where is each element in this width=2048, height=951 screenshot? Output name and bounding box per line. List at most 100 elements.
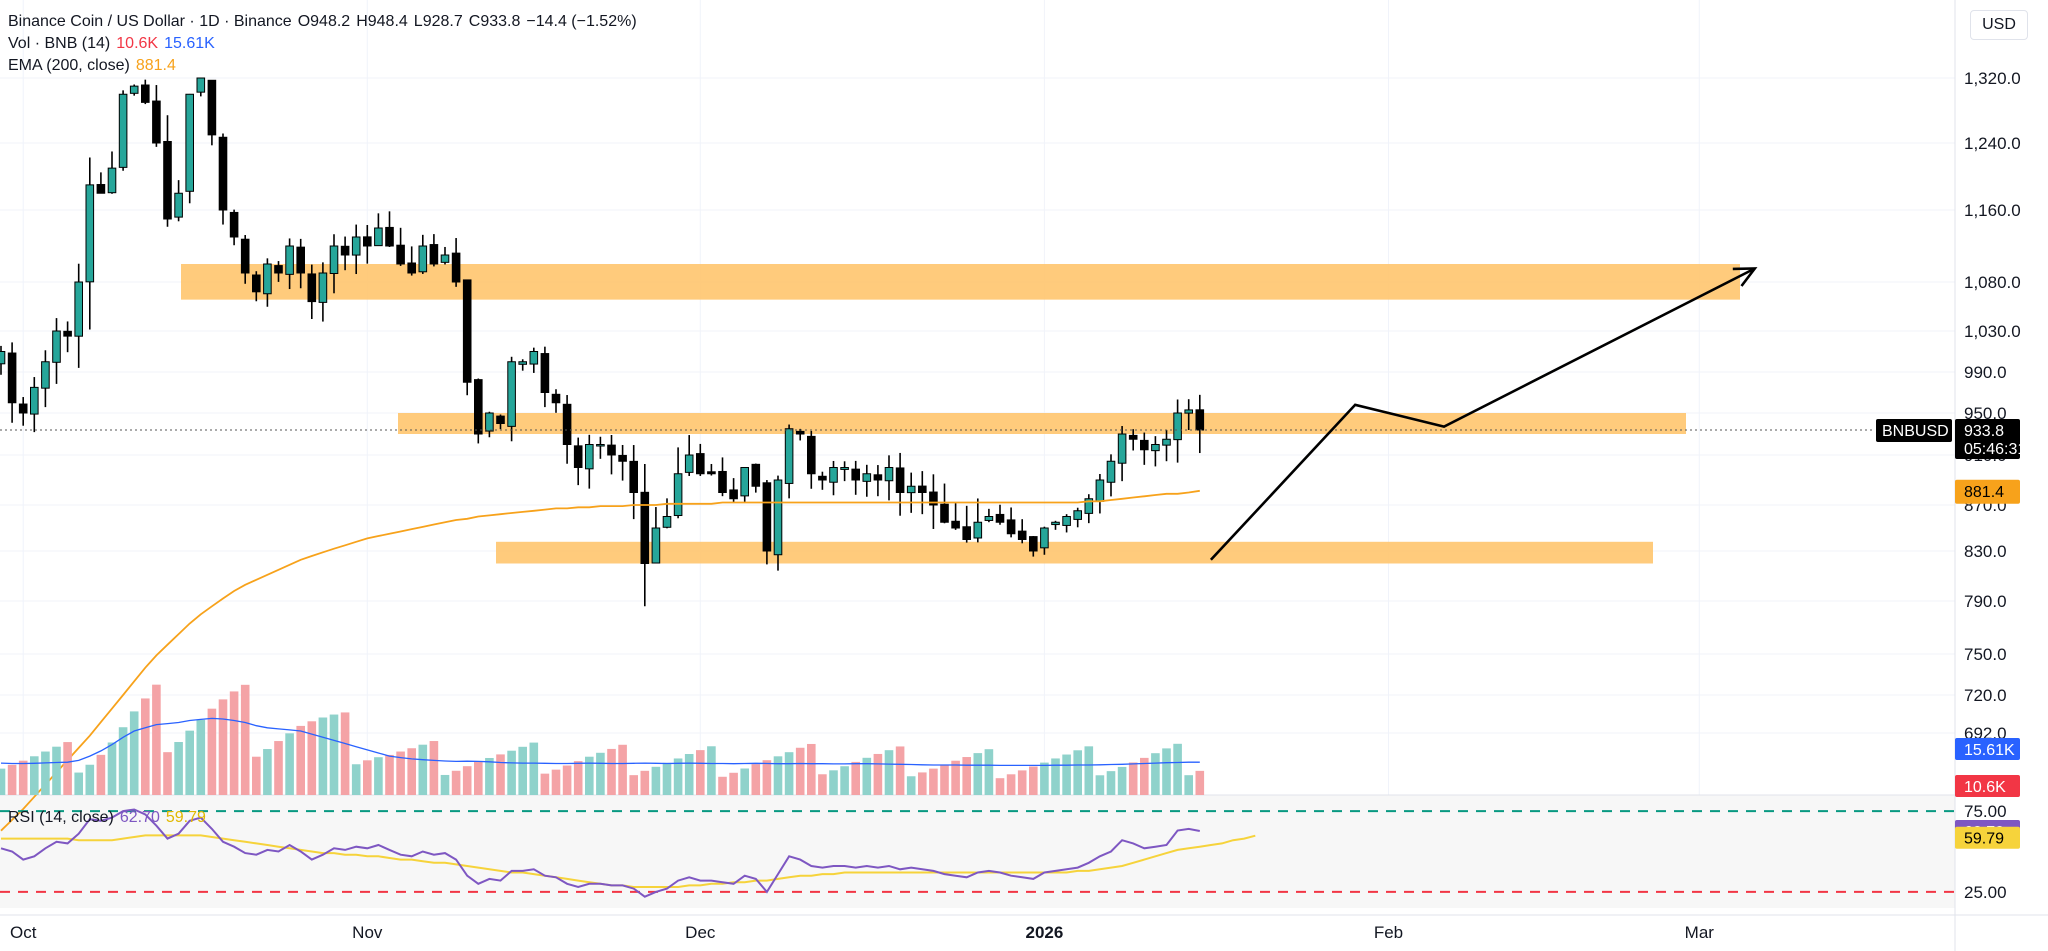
volume-bar (807, 743, 816, 795)
volume-bar (1073, 750, 1082, 795)
volume-bar (30, 756, 39, 795)
candle-body (784, 428, 794, 484)
candle-body (318, 272, 328, 303)
volume-bar (1128, 762, 1138, 795)
candle-body (41, 361, 50, 389)
volume-bar (329, 714, 339, 795)
candle-body (585, 444, 594, 470)
volume-bar (7, 764, 17, 795)
candle-body (918, 485, 927, 493)
volume-bar (429, 741, 439, 795)
change-value: −14.4 (−1.52%) (526, 13, 637, 30)
time-axis-label: Mar (1685, 923, 1715, 942)
open-label: O (297, 13, 311, 30)
candle-body (829, 467, 838, 483)
volume-bar (929, 768, 938, 795)
candle-body (1095, 479, 1105, 502)
volume-bar (1095, 775, 1105, 795)
volume-bar (829, 770, 838, 795)
candle-body (540, 353, 550, 394)
volume-bar (729, 772, 738, 795)
currency-selector[interactable]: USD (1970, 10, 2028, 40)
volume-bar (618, 744, 627, 795)
candle-body (562, 403, 572, 445)
rsi-axis-label: 75.00 (1964, 802, 2007, 821)
volume-bar (440, 774, 450, 795)
open-value: 948.2 (310, 13, 351, 30)
candle-body (906, 485, 916, 494)
volume-bar (1029, 766, 1038, 795)
volume-bar (607, 748, 616, 795)
volume-bar (696, 750, 705, 795)
symbol-title[interactable]: Binance Coin / US Dollar · 1D · Binance (8, 13, 292, 30)
candle-body (30, 386, 39, 415)
volume-bar (0, 768, 6, 795)
volume-bar (396, 751, 405, 795)
volume-ma-line (0, 717, 1200, 767)
volume-bar (951, 760, 960, 795)
candle-body (496, 415, 505, 425)
price-badge-text: 05:46:31 (1964, 441, 2026, 458)
symbol-badge-bg (1876, 419, 1952, 443)
price-badge-text: 933.8 (1964, 423, 2004, 440)
volume-bar (629, 775, 638, 795)
volume-ma-badge-text: 15.61K (1964, 742, 2015, 759)
candle-body (429, 244, 439, 265)
volume-bar (163, 752, 172, 795)
rsi-ma-badge: 59.79 (1955, 826, 2020, 849)
candle-body (118, 93, 128, 168)
candle-body (962, 526, 972, 540)
price-axis-label: 1,240.0 (1964, 134, 2021, 153)
volume-bar (1151, 753, 1160, 795)
candles (0, 77, 1205, 607)
candle-body (751, 463, 761, 487)
price-axis-label: 720.0 (1964, 686, 2007, 705)
close-value: 933.8 (480, 13, 521, 30)
candle-body (0, 351, 6, 365)
candle-body (1162, 438, 1171, 446)
rsi-legend[interactable]: RSI (14, close) 62.70 59.79 (8, 808, 212, 828)
candle-body (1062, 516, 1071, 526)
candle-body (263, 263, 272, 295)
volume-bar (551, 769, 561, 795)
candle-body (18, 403, 28, 414)
volume-bar (718, 776, 727, 795)
high-value: 948.4 (367, 13, 408, 30)
volume-bar (840, 766, 849, 795)
ema-line (0, 489, 1200, 832)
symbol-badge-text: BNBUSD (1882, 423, 1949, 440)
ema-badge: 881.4 (1955, 479, 2020, 504)
projection-arrowhead (1732, 267, 1758, 287)
candle-body (1173, 412, 1182, 441)
candle-body (218, 136, 228, 211)
volume-bar (240, 684, 250, 795)
candle-body (762, 482, 772, 552)
candle-body (1151, 444, 1160, 452)
candle-body (1128, 434, 1138, 440)
volume-bar (307, 721, 317, 795)
candle-body (1040, 527, 1049, 549)
volume-legend[interactable]: Vol · BNB (14) 10.6K 15.61K (8, 34, 221, 54)
price-axis-label: 830.0 (1964, 542, 2007, 561)
candle-body (96, 184, 106, 194)
volume-badge: 10.6K (1955, 775, 2020, 797)
ema-label: EMA (200, close) (8, 57, 130, 74)
candle-body (995, 513, 1005, 523)
candle-body (7, 352, 17, 404)
time-axis-label: Feb (1374, 923, 1403, 942)
volume-bar (507, 750, 516, 795)
candle-body (973, 521, 983, 539)
volume-badge-bg (1955, 775, 2020, 797)
volume-bar (762, 760, 772, 795)
volume-bar (1162, 748, 1171, 795)
candle-body (1184, 409, 1194, 414)
volume-bar (129, 711, 139, 795)
candle-body (618, 454, 627, 462)
ema-legend[interactable]: EMA (200, close) 881.4 (8, 56, 182, 76)
candle-body (862, 473, 872, 482)
price-badge-bg (1955, 419, 2020, 460)
candle-body (107, 167, 117, 194)
volume-ma-value: 15.61K (164, 35, 215, 52)
candle-body (929, 491, 938, 506)
